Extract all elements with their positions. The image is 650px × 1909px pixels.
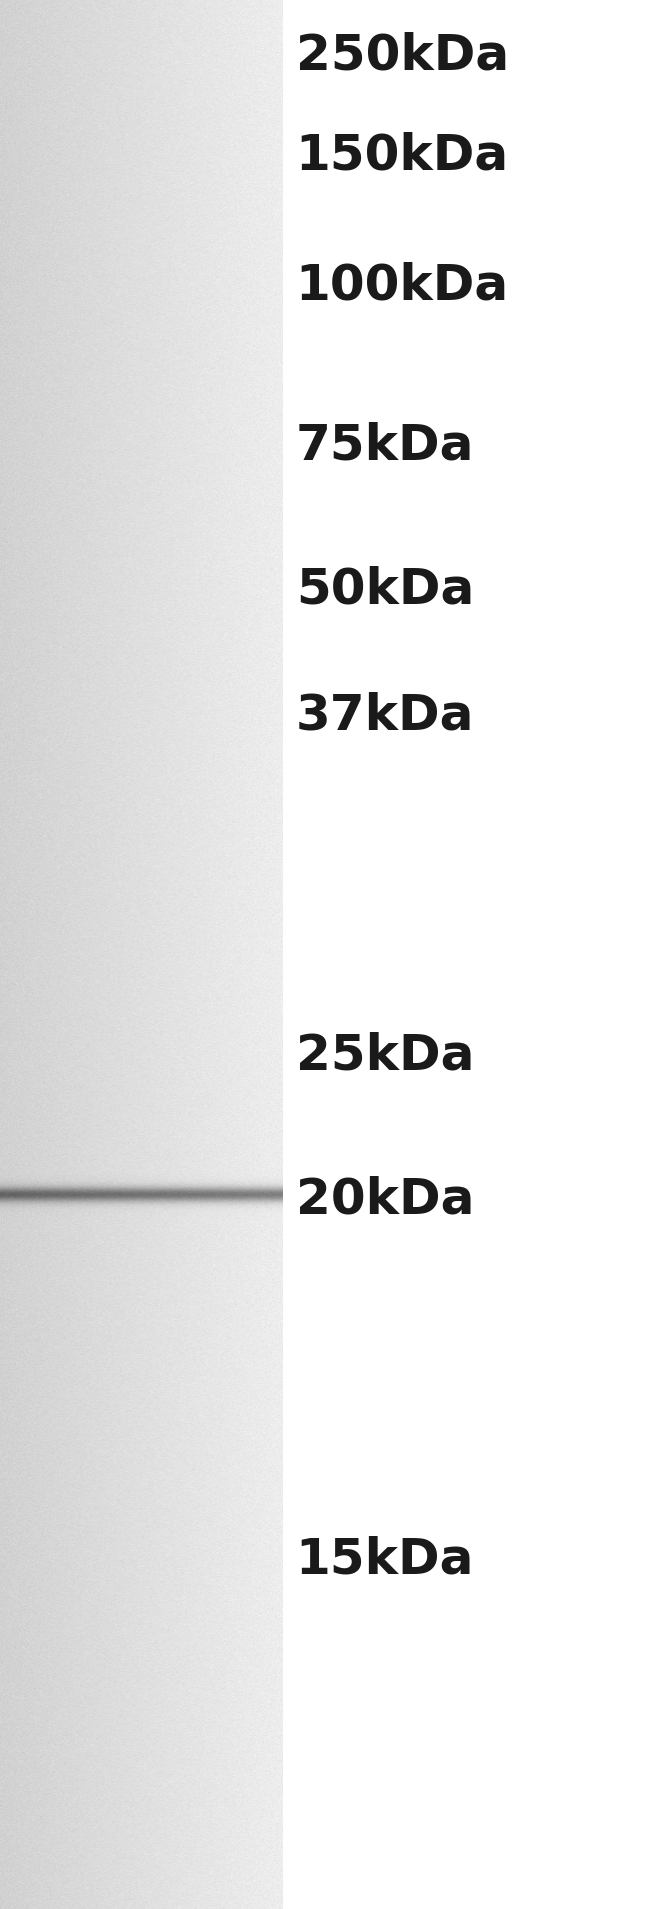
Text: 20kDa: 20kDa (296, 1176, 474, 1224)
Text: 50kDa: 50kDa (296, 565, 474, 615)
Text: 15kDa: 15kDa (296, 1537, 474, 1584)
Text: 150kDa: 150kDa (296, 132, 509, 179)
Bar (283, 0, 650, 1909)
Text: 250kDa: 250kDa (296, 31, 509, 78)
Text: 37kDa: 37kDa (296, 691, 474, 739)
Text: 75kDa: 75kDa (296, 422, 474, 470)
Text: 100kDa: 100kDa (296, 262, 509, 309)
Text: 25kDa: 25kDa (296, 1031, 474, 1079)
